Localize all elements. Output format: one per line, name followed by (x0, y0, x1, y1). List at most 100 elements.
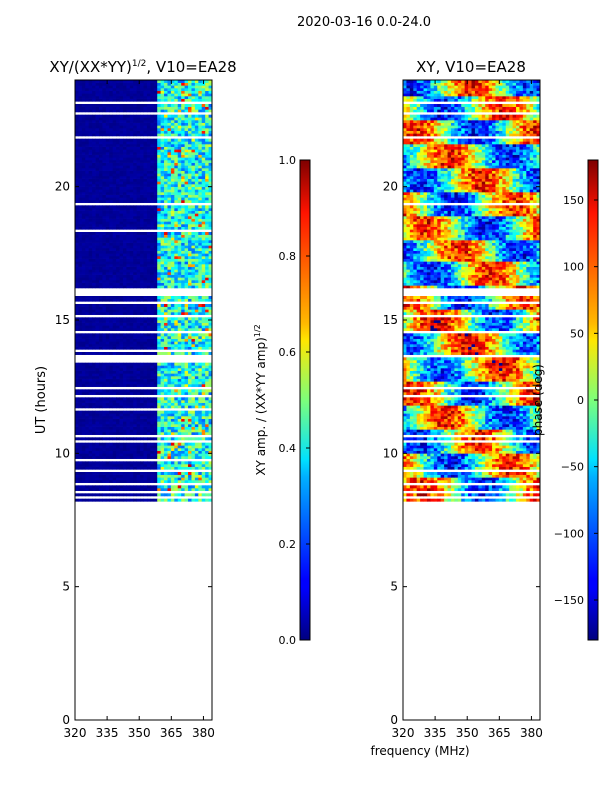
heatmap-cell-L-183 (153, 480, 158, 483)
heatmap-cell-L-1184 (157, 400, 162, 403)
heatmap-cell-L-4564 (88, 133, 93, 137)
heatmap-cell-L-1205 (92, 397, 96, 401)
heatmap-cell-L-4027 (167, 173, 172, 177)
heatmap-cell-L-1822 (150, 341, 155, 345)
heatmap-cell-L-856 (129, 424, 134, 427)
heatmap-cell-L-1068 (170, 410, 175, 414)
heatmap-cell-L-511 (181, 453, 185, 457)
heatmap-cell-L-2340 (143, 298, 148, 302)
heatmap-cell-L-1524 (88, 370, 93, 374)
heatmap-cell-L-3546 (164, 208, 168, 211)
heatmap-cell-L-2268 (170, 306, 175, 310)
heatmap-cell-L-3489 (105, 210, 110, 214)
heatmap-cell-L-3756 (198, 192, 203, 195)
heatmap-cell-L-303 (153, 472, 158, 475)
heatmap-cell-L-1047 (98, 410, 103, 414)
heatmap-cell-L-743 (153, 432, 158, 435)
heatmap-cell-L-2674 (191, 269, 196, 273)
heatmap-cell-L-4882 (81, 109, 86, 113)
heatmap-cell-L-3049 (105, 242, 110, 246)
heatmap-cell-L-4523 (85, 138, 90, 142)
heatmap-cell-L-4507 (167, 141, 172, 145)
heatmap-cell-L-2902 (150, 253, 155, 257)
heatmap-cell-L-92 (116, 488, 120, 491)
heatmap-cell-L-767 (98, 429, 103, 433)
heatmap-cell-L-2598 (205, 274, 209, 278)
heatmap-cell-L-1895 (126, 336, 131, 339)
heatmap-cell-L-3606 (95, 200, 100, 203)
heatmap-cell-L-3250 (109, 226, 114, 230)
heatmap-cell-L-947 (167, 418, 172, 422)
heatmap-cell-L-4960 (75, 104, 79, 107)
heatmap-cell-L-3133 (119, 237, 124, 241)
heatmap-cell-L-1023 (153, 413, 158, 417)
heatmap-cell-L-548 (170, 450, 175, 454)
heatmap-cell-L-4391 (181, 149, 185, 153)
heatmap-cell-L-2500 (143, 280, 148, 283)
heatmap-cell-L-4905 (160, 109, 165, 113)
heatmap-cell-L-817 (133, 426, 138, 430)
heatmap-cell-L-93 (119, 488, 124, 491)
heatmap-cell-L-2949 (174, 250, 179, 254)
heatmap-cell-L-1589 (174, 368, 179, 371)
heatmap-cell-L-2171 (112, 312, 117, 315)
heatmap-cell-L-1517 (201, 373, 206, 377)
heatmap-cell-L-900 (143, 421, 148, 425)
heatmap-cell-L-2376 (129, 296, 134, 299)
heatmap-cell-L-2680 (75, 266, 79, 270)
heatmap-cell-L-861 (146, 424, 151, 427)
heatmap-cell-L-1280 (75, 389, 79, 393)
heatmap-cell-L-623 (153, 445, 158, 449)
heatmap-cell-L-4358 (205, 152, 209, 155)
heatmap-cell-L-2670 (177, 269, 182, 273)
heatmap-cell-L-427 (167, 461, 172, 465)
heatmap-cell-L-2830 (177, 258, 182, 262)
heatmap-cell-L-249 (105, 474, 110, 478)
heatmap-cell-L-2320 (75, 298, 79, 302)
heatmap-cell-L-2760 (75, 261, 79, 265)
heatmap-cell-L-3035 (194, 245, 199, 249)
heatmap-cell-L-2349 (174, 298, 179, 302)
heatmap-cell-L-4414 (122, 146, 127, 150)
heatmap-cell-L-669 (174, 442, 179, 446)
heatmap-cell-L-682 (81, 437, 86, 441)
heatmap-cell-L-3421 (146, 216, 151, 219)
heatmap-cell-L-2993 (188, 248, 192, 251)
heatmap-cell-L-1422 (150, 378, 155, 382)
heatmap-cell-L-28 (170, 498, 175, 502)
heatmap-cell-L-543 (153, 450, 158, 454)
heatmap-cell-L-2064 (157, 322, 162, 326)
heatmap-cell-L-1690 (109, 352, 114, 355)
heatmap-cell-L-4418 (136, 146, 141, 150)
heatmap-cell-L-3915 (194, 181, 199, 185)
heatmap-cell-L-4907 (167, 109, 172, 113)
heatmap-cell-L-4350 (177, 152, 182, 155)
heatmap-cell-L-3739 (140, 192, 144, 195)
heatmap-cell-L-1368 (102, 381, 107, 385)
heatmap-cell-L-3725 (92, 192, 96, 195)
heatmap-cell-L-337 (133, 466, 138, 470)
heatmap-cell-L-1874 (191, 338, 196, 342)
heatmap-cell-L-2381 (146, 296, 151, 299)
heatmap-cell-L-4302 (150, 154, 155, 158)
heatmap-cell-L-710 (177, 437, 182, 441)
heatmap-cell-L-1872 (184, 338, 189, 342)
heatmap-cell-L-151 (181, 485, 185, 489)
heatmap-cell-L-1518 (205, 373, 209, 377)
heatmap-cell-L-2816 (129, 258, 134, 262)
heatmap-cell-L-1795 (194, 344, 199, 347)
heatmap-cell-L-2249 (105, 306, 110, 310)
heatmap-cell-L-4445 (92, 144, 96, 147)
heatmap-cell-L-3771 (112, 189, 117, 193)
heatmap-cell-L-1 (78, 498, 83, 502)
heatmap-cell-L-2878 (205, 256, 209, 259)
heatmap-cell-L-2477 (201, 282, 206, 286)
heatmap-cell-L-3776 (129, 189, 134, 193)
heatmap-cell-L-2004 (88, 325, 93, 329)
heatmap-cell-L-621 (146, 445, 151, 449)
heatmap-cell-L-1660 (143, 362, 148, 366)
heatmap-cell-L-4287 (98, 154, 103, 158)
heatmap-cell-L-3327 (98, 221, 103, 225)
heatmap-cell-L-1101 (146, 405, 151, 409)
heatmap-cell-L-3883 (85, 181, 90, 185)
